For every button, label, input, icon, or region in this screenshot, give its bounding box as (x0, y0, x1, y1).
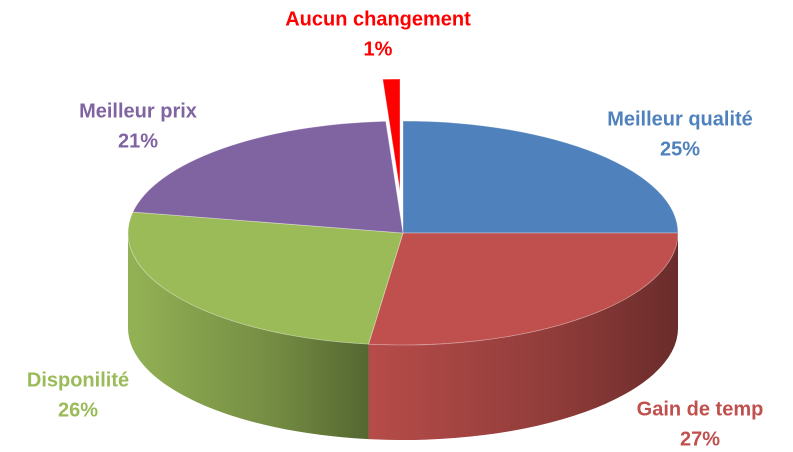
slice (367, 232, 679, 346)
slice-value-label: 25% (660, 138, 700, 160)
slice-label: Meilleur prix (79, 100, 197, 122)
slice (382, 78, 401, 192)
slice-value-label: 27% (680, 428, 720, 450)
slice-side-shade (368, 233, 678, 440)
slice-label: Disponilité (27, 369, 129, 391)
slice-value-label: 26% (58, 399, 98, 421)
slice-side-shade (128, 233, 369, 440)
slice-value-label: 21% (118, 130, 158, 152)
slice (402, 120, 679, 234)
slice-value-label: 1% (364, 38, 393, 60)
slice-label: Meilleur qualité (607, 108, 753, 130)
slice-label: Gain de temp (637, 398, 764, 420)
slice-label: Aucun changement (285, 8, 471, 30)
slice (132, 120, 404, 234)
slice (127, 211, 404, 345)
